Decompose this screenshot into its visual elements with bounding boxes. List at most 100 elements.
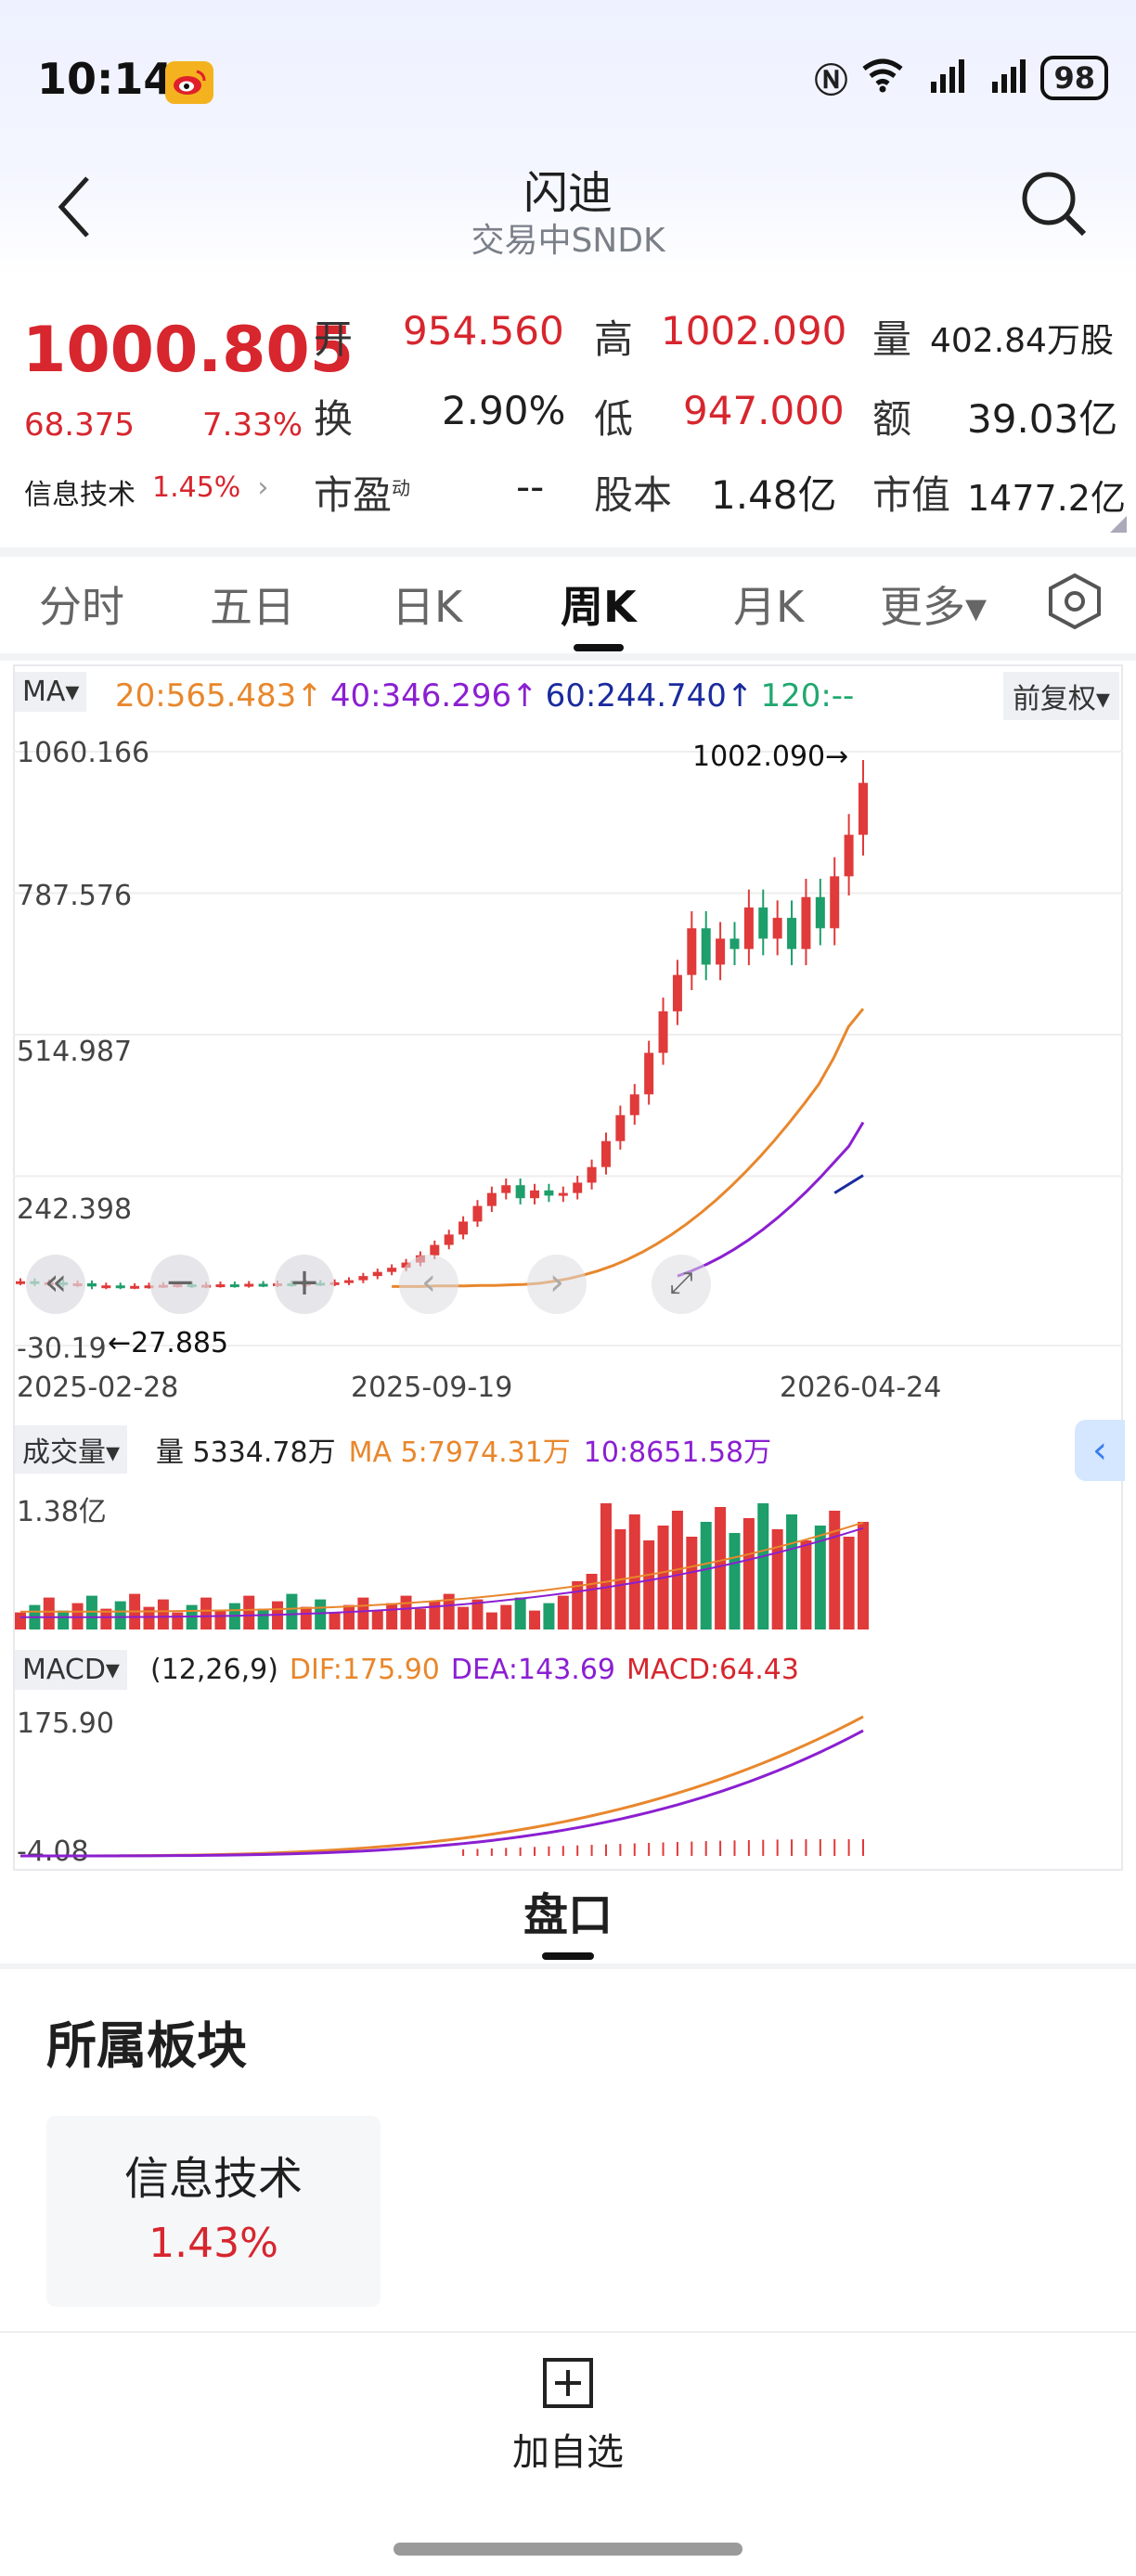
- candle-body: [115, 1285, 125, 1289]
- header-background: [0, 0, 1136, 278]
- macd-values: (12,26,9) DIF:175.90 DEA:143.69 MACD:64.…: [150, 1654, 799, 1686]
- step-left-icon[interactable]: ‹: [399, 1255, 458, 1314]
- candle-body: [772, 918, 782, 939]
- candle-body: [858, 782, 868, 835]
- tab-weekly-k[interactable]: 周K: [561, 582, 637, 632]
- status-icons: Ⓝ 98: [814, 54, 1108, 102]
- zoom-out-icon[interactable]: −: [150, 1255, 210, 1314]
- candle-body: [701, 928, 711, 965]
- candle-body: [716, 938, 726, 965]
- adjust-selector[interactable]: 前复权▾: [1002, 672, 1119, 720]
- order-book-tab[interactable]: 盘口: [523, 1889, 613, 1941]
- expand-corner-icon[interactable]: [1110, 516, 1127, 533]
- volume-bar: [686, 1537, 698, 1629]
- tab-more[interactable]: 更多▾: [880, 582, 988, 632]
- tab-daily-k[interactable]: 日K: [392, 582, 463, 632]
- add-watchlist-label[interactable]: 加自选: [512, 2431, 624, 2474]
- candle-body: [472, 1205, 483, 1222]
- trading-status-ticker: 交易中SNDK: [471, 222, 665, 260]
- candle-body: [573, 1182, 583, 1193]
- step-right-icon[interactable]: ›: [527, 1255, 587, 1314]
- candle-body: [587, 1166, 597, 1183]
- candle-body: [530, 1190, 540, 1199]
- mktcap-label: 市值: [872, 472, 951, 518]
- volume-current: 量 5334.78万: [156, 1436, 336, 1469]
- ma20-line: [392, 1008, 865, 1288]
- candle-body: [458, 1221, 469, 1235]
- tab-five-day[interactable]: 五日: [210, 582, 295, 632]
- candle-body: [358, 1276, 368, 1281]
- ma-values: 20:565.483↑ 40:346.296↑ 60:244.740↑ 120:…: [115, 677, 854, 715]
- candle-body: [343, 1280, 354, 1283]
- volume-bar: [300, 1606, 312, 1629]
- volume-bar: [529, 1610, 541, 1629]
- ma60-line: [833, 1174, 864, 1194]
- candle-body: [215, 1284, 226, 1288]
- wifi-icon: [860, 56, 905, 100]
- sector-name: 信息技术: [24, 479, 136, 511]
- ma-selector[interactable]: MA▾: [15, 672, 87, 712]
- candle-body: [515, 1185, 525, 1199]
- turnover-label: 换: [314, 396, 354, 442]
- macd-selector[interactable]: MACD▾: [15, 1650, 127, 1690]
- candle-body: [830, 876, 840, 929]
- fullscreen-icon[interactable]: ⤢: [652, 1255, 711, 1314]
- candle-body: [615, 1114, 626, 1141]
- amount-label: 额: [872, 396, 912, 442]
- mktcap-value: 1477.2亿: [967, 478, 1126, 519]
- tab-monthly-k[interactable]: 月K: [733, 582, 805, 632]
- volume-bar: [800, 1540, 812, 1629]
- volume-bar: [342, 1604, 355, 1629]
- high-value: 1002.090: [661, 308, 847, 354]
- y-tick-5: -30.19: [17, 1333, 107, 1365]
- macd-top-tick: 175.90: [17, 1707, 114, 1740]
- y-tick-1: 1060.166: [17, 737, 150, 769]
- turnover-value: 2.90%: [442, 388, 566, 433]
- y-tick-4: 242.398: [17, 1193, 133, 1226]
- volume-bar: [58, 1610, 70, 1629]
- candle-body: [501, 1185, 511, 1193]
- max-price-marker: 1002.090→: [692, 741, 849, 773]
- volume-bar: [729, 1533, 741, 1629]
- period-tabs: [0, 547, 1136, 651]
- sector-card[interactable]: [46, 2116, 381, 2307]
- tab-intraday[interactable]: 分时: [39, 582, 124, 632]
- home-indicator: [394, 2543, 742, 2556]
- volume-bar: [257, 1608, 269, 1629]
- add-watchlist-icon[interactable]: [542, 2357, 594, 2413]
- volume-top-tick: 1.38亿: [17, 1496, 107, 1528]
- macd-chart[interactable]: [13, 1698, 1123, 1871]
- stock-name: 闪迪: [523, 167, 613, 219]
- collapse-panel-icon[interactable]: ‹: [1075, 1420, 1125, 1481]
- search-icon[interactable]: [1019, 169, 1088, 241]
- candle-body: [244, 1283, 254, 1287]
- scroll-left-icon[interactable]: «: [26, 1255, 85, 1314]
- pe-label: 市盈动: [314, 472, 411, 518]
- candle-body: [658, 1011, 668, 1053]
- candle-body: [544, 1190, 554, 1196]
- macd-dif: DIF:175.90: [289, 1654, 440, 1686]
- sector-card-name: 信息技术: [123, 2153, 303, 2205]
- price-change: 68.375: [24, 406, 135, 444]
- volume-bar: [315, 1599, 327, 1629]
- high-label: 高: [594, 316, 634, 362]
- volume-ma10-line: [19, 1526, 864, 1618]
- ma20-value: 20:565.483↑: [115, 677, 323, 715]
- x-tick-1: 2025-02-28: [17, 1372, 179, 1404]
- volume-bar: [100, 1608, 112, 1629]
- back-arrow-icon[interactable]: [56, 174, 93, 243]
- divider: [0, 653, 1136, 661]
- sector-link[interactable]: 信息技术 1.45% ›: [24, 471, 268, 512]
- zoom-in-icon[interactable]: +: [275, 1255, 334, 1314]
- volume-bar: [329, 1612, 341, 1629]
- macd-dea: DEA:143.69: [450, 1654, 616, 1686]
- low-value: 947.000: [683, 388, 845, 433]
- y-tick-2: 787.576: [17, 880, 133, 912]
- volume-values: 量 5334.78万 MA 5:7974.31万 10:8651.58万: [156, 1429, 771, 1470]
- settings-hex-icon[interactable]: [1045, 572, 1104, 635]
- volume-selector[interactable]: 成交量▾: [15, 1425, 128, 1474]
- candle-body: [86, 1282, 97, 1287]
- volume-chart[interactable]: [13, 1481, 1123, 1639]
- volume-bar: [715, 1507, 727, 1629]
- candle-body: [558, 1192, 568, 1196]
